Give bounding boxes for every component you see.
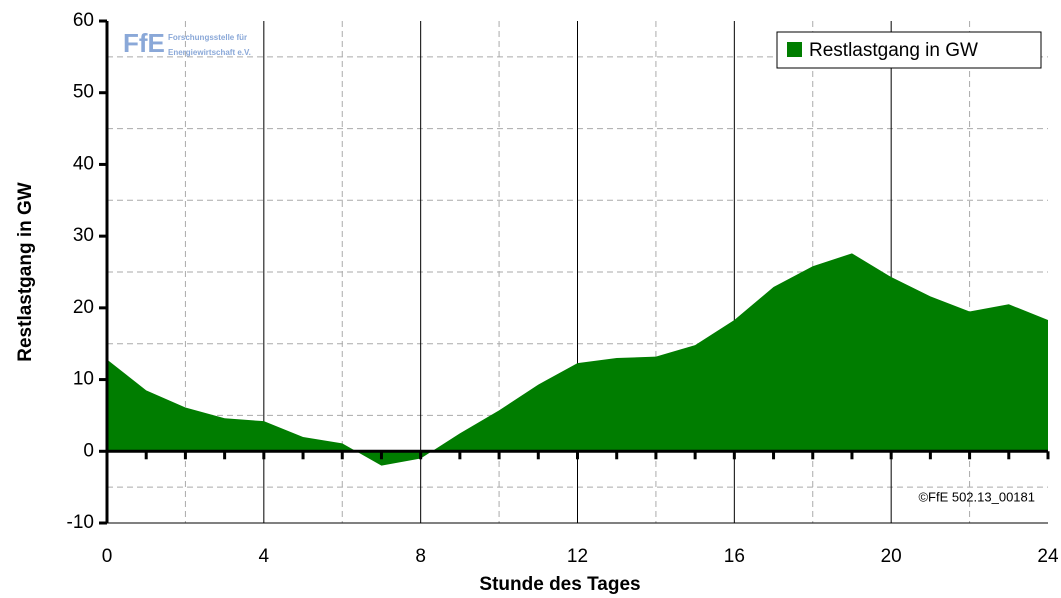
y-tick-label: 0	[83, 440, 94, 461]
x-tick-label: 24	[1037, 546, 1059, 567]
legend-label: Restlastgang in GW	[809, 40, 978, 61]
y-tick-label: -10	[67, 512, 94, 533]
legend-swatch	[787, 42, 802, 57]
copyright: ©FfE 502.13_00181	[918, 489, 1035, 504]
legend-box	[776, 31, 1042, 69]
area	[107, 253, 1048, 466]
x-tick-label: 12	[567, 546, 588, 567]
x-tick-label: 16	[724, 546, 745, 567]
plot	[107, 21, 1048, 523]
x-tick-label: 20	[881, 546, 902, 567]
logo-mark: FfE	[123, 28, 165, 58]
y-tick-label: 30	[73, 225, 94, 246]
y-tick-label: 50	[73, 82, 94, 103]
logo-text: Forschungsstelle für	[168, 33, 247, 42]
y-tick-label: 10	[73, 369, 94, 390]
x-tick-label: 0	[102, 546, 113, 567]
y-tick-label: 60	[73, 10, 94, 31]
logo-text: Energiewirtschaft e.V.	[168, 48, 251, 57]
y-tick-label: 20	[73, 297, 94, 318]
x-tick-label: 4	[259, 546, 270, 567]
y-axis-label: Restlastgang in GW	[15, 182, 36, 362]
x-tick-label: 8	[415, 546, 426, 567]
x-axis-label: Stunde des Tages	[479, 574, 640, 595]
y-tick-label: 40	[73, 153, 94, 174]
